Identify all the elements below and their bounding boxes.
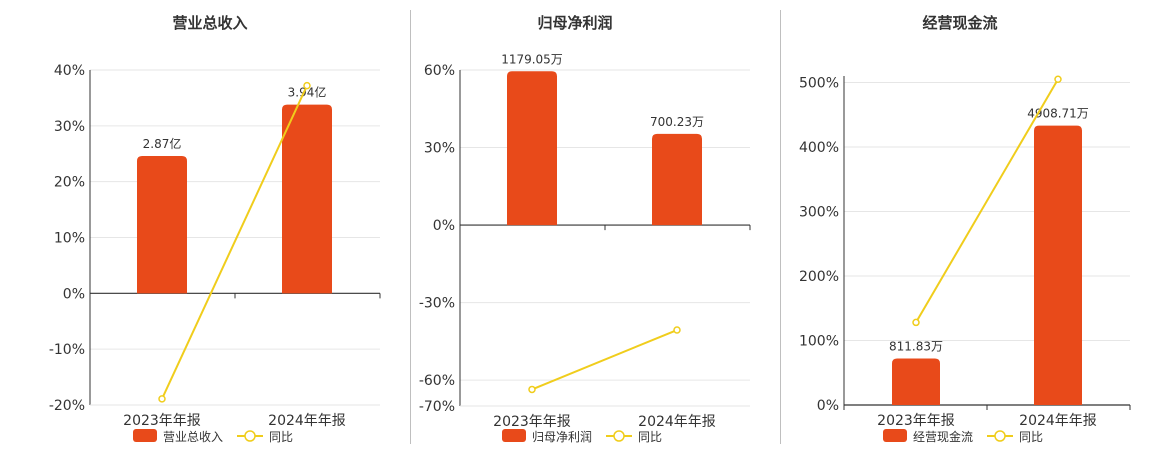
chart-title: 经营现金流 — [922, 14, 997, 32]
x-tick-label: 2024年年报 — [638, 414, 716, 430]
x-tick-label: 2023年年报 — [123, 413, 201, 429]
yoy-line — [531, 329, 678, 391]
panel-divider — [780, 10, 781, 444]
bar-value-label: 2.87亿 — [143, 136, 182, 151]
yoy-point — [528, 385, 536, 394]
y-tick-label: 10% — [54, 231, 85, 247]
bar — [652, 133, 702, 226]
y-tick-label: 0% — [63, 286, 85, 302]
bar-value-label: 1179.05万 — [501, 52, 563, 66]
y-tick-label: 20% — [54, 175, 85, 191]
y-tick-label: 60% — [424, 63, 455, 79]
x-tick-label: 2024年年报 — [1019, 413, 1097, 429]
x-tick-label: 2023年年报 — [493, 414, 571, 430]
y-tick-label: -20% — [49, 398, 85, 414]
yoy-point — [912, 318, 920, 327]
y-tick-label: 500% — [799, 75, 839, 91]
legend-bar-swatch — [502, 429, 526, 442]
legend-line-label: 同比 — [269, 430, 293, 444]
legend-bar-label: 归母净利润 — [532, 430, 592, 444]
y-tick-label: 200% — [799, 269, 839, 285]
y-tick-label: 100% — [799, 333, 839, 349]
bar — [892, 358, 940, 405]
y-tick-label: -10% — [49, 342, 85, 358]
bar — [137, 155, 187, 294]
bar — [507, 71, 557, 226]
y-tick-label: 400% — [799, 140, 839, 156]
bar-value-label: 811.83万 — [889, 340, 943, 354]
chart-title: 归母净利润 — [537, 14, 612, 32]
chart-title: 营业总收入 — [172, 14, 247, 32]
x-tick-label: 2024年年报 — [268, 413, 346, 429]
yoy-point — [303, 81, 311, 90]
legend-bar-label: 营业总收入 — [163, 430, 223, 444]
x-tick-label: 2023年年报 — [877, 413, 955, 429]
legend-bar-swatch — [133, 429, 157, 442]
legend-line-label: 同比 — [1019, 430, 1043, 444]
y-tick-label: -60% — [419, 373, 455, 389]
yoy-point — [158, 395, 166, 403]
y-tick-label: -70% — [419, 399, 455, 415]
yoy-point — [673, 326, 681, 334]
y-tick-label: 40% — [54, 63, 85, 79]
y-tick-label: 0% — [433, 218, 455, 234]
bar — [1034, 125, 1082, 405]
bar-value-label: 700.23万 — [650, 115, 704, 129]
bar — [282, 104, 332, 294]
bar-value-label: 4908.71万 — [1027, 107, 1089, 121]
y-tick-label: 300% — [799, 204, 839, 220]
legend-bar-swatch — [883, 429, 907, 442]
panel-divider — [410, 10, 411, 444]
yoy-line — [915, 78, 1059, 323]
y-tick-label: 30% — [54, 119, 85, 135]
y-tick-label: -30% — [419, 296, 455, 312]
bar-value-label: 3.94亿 — [288, 85, 327, 100]
yoy-line — [161, 85, 308, 400]
legend-line-marker — [244, 430, 256, 442]
legend-line-marker — [994, 430, 1006, 442]
yoy-point — [1054, 75, 1062, 83]
legend-bar-label: 经营现金流 — [913, 429, 973, 444]
legend-line-label: 同比 — [638, 430, 662, 444]
y-tick-label: 0% — [817, 398, 839, 414]
y-tick-label: 30% — [424, 141, 455, 157]
legend-line-marker — [613, 430, 625, 442]
